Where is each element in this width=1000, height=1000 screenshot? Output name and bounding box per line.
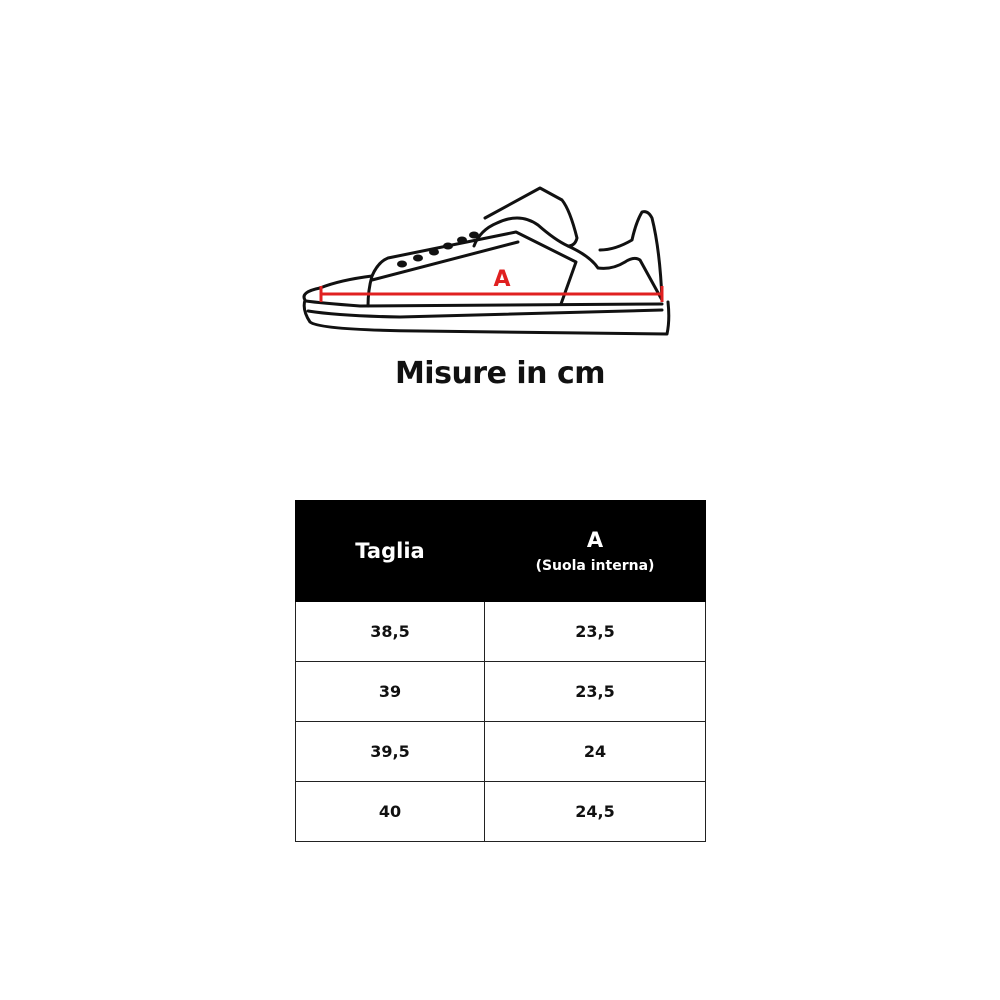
cell-size: 38,5 bbox=[295, 601, 485, 662]
header-a: A (Suola interna) bbox=[484, 500, 706, 602]
table-row: 39 23,5 bbox=[295, 661, 706, 722]
toe-cap bbox=[366, 274, 374, 308]
table-row: 39,5 24 bbox=[295, 721, 706, 782]
sole-middle bbox=[306, 308, 664, 319]
cell-a: 23,5 bbox=[484, 601, 706, 662]
cell-a: 24 bbox=[484, 721, 706, 782]
toe bbox=[318, 230, 578, 306]
cell-size: 39,5 bbox=[295, 721, 485, 782]
table-row: 38,5 23,5 bbox=[295, 601, 706, 662]
shoe-diagram: A bbox=[302, 186, 671, 336]
header-size-label: Taglia bbox=[355, 539, 425, 563]
cell-a: 23,5 bbox=[484, 661, 706, 722]
table-header-row: Taglia A (Suola interna) bbox=[295, 500, 706, 602]
tongue bbox=[472, 186, 579, 248]
header-a-label: A bbox=[586, 528, 604, 552]
measure-line-a bbox=[319, 286, 664, 302]
upper-line bbox=[370, 240, 520, 282]
size-table: Taglia A (Suola interna) 38,5 23,5 39 23,5… bbox=[295, 500, 706, 842]
cell-size: 39 bbox=[295, 661, 485, 722]
page-title: Misure in cm bbox=[394, 356, 606, 391]
laces bbox=[397, 231, 479, 268]
header-a-sublabel: (Suola interna) bbox=[535, 558, 655, 574]
sole-top bbox=[304, 299, 664, 308]
measure-label-a: A bbox=[493, 267, 510, 292]
heel bbox=[566, 210, 664, 302]
sole-outline bbox=[302, 286, 671, 336]
cell-a: 24,5 bbox=[484, 781, 706, 842]
table-row: 40 24,5 bbox=[295, 781, 706, 842]
header-size: Taglia bbox=[295, 500, 485, 602]
cell-size: 40 bbox=[295, 781, 485, 842]
